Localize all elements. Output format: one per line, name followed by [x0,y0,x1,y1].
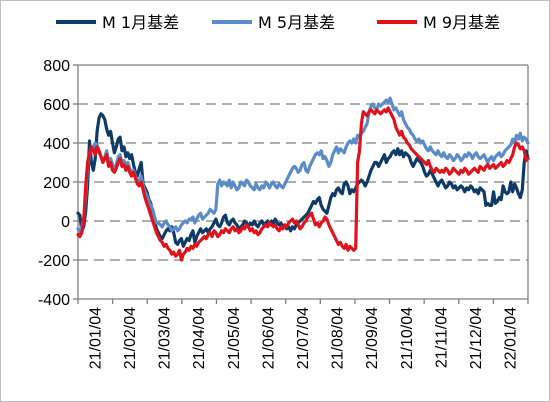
x-tick-label-2: 21/03/04 [157,307,174,369]
x-tick-label-12: 22/01/04 [503,307,520,369]
y-tick-label-600: 600 [43,97,70,114]
x-tick-label-5: 21/06/04 [260,307,277,369]
x-tick-label-6: 21/07/04 [295,307,312,369]
legend: M 1月基差 M 5月基差 M 9月基差 [56,13,500,32]
axes [73,64,529,304]
grid [78,103,528,261]
series-line-3 [76,106,530,262]
x-tick-label-7: 21/08/04 [330,307,347,369]
y-tick-label-800: 800 [43,58,70,75]
legend-label-3: M 9月基差 [423,13,500,32]
x-tick-label-1: 21/02/04 [122,307,139,369]
legend-label-1: M 1月基差 [102,13,179,32]
y-axis-tick-labels: 800 600 400 200 0 -200 -400 [38,58,70,309]
series-line-2 [76,96,530,235]
x-tick-label-0: 21/01/04 [87,307,104,369]
y-tick-label-400: 400 [43,136,70,153]
y-tick-label--200: -200 [38,253,70,270]
legend-label-2: M 5月基差 [258,13,335,32]
x-tick-label-4: 21/05/04 [226,307,243,369]
y-tick-label--400: -400 [38,292,70,309]
x-tick-label-11: 21/12/04 [468,307,485,369]
x-tick-label-9: 21/10/04 [399,307,416,369]
y-tick-label-200: 200 [43,175,70,192]
y-tick-label-0: 0 [61,214,70,231]
x-tick-label-3: 21/04/04 [191,307,208,369]
x-axis-tick-labels: 21/01/04 21/02/04 21/03/04 21/04/04 21/05/04… [87,307,519,369]
series-lines [76,96,530,262]
x-tick-label-10: 21/11/04 [433,307,450,368]
x-tick-label-8: 21/09/04 [364,307,381,369]
